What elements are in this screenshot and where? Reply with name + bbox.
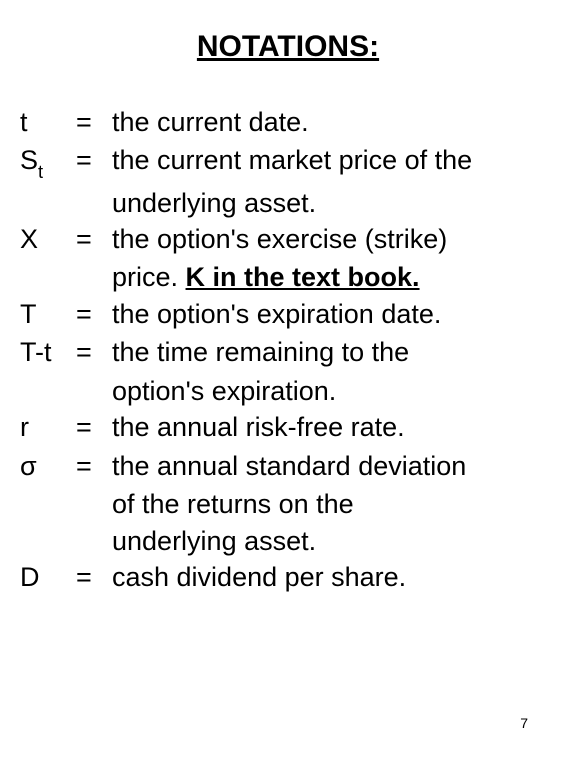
emphasis-text: K in the text book. bbox=[186, 262, 420, 292]
page-number: 7 bbox=[520, 715, 528, 731]
definition-text: the option's exercise (strike) bbox=[112, 221, 556, 257]
equals: = bbox=[76, 448, 112, 484]
definition-text: the time remaining to the bbox=[112, 334, 556, 370]
symbol-sigma: σ bbox=[20, 448, 76, 484]
page-title: NOTATIONS: bbox=[20, 30, 556, 64]
symbol-t: t bbox=[20, 104, 76, 140]
equals: = bbox=[76, 142, 112, 182]
symbol-t-minus-t: T-t bbox=[20, 334, 76, 370]
definition-continuation: underlying asset. bbox=[20, 185, 556, 221]
definition-text: the option's expiration date. bbox=[112, 296, 556, 332]
symbol-d: D bbox=[20, 559, 76, 595]
definition-row: r = the annual risk-free rate. bbox=[20, 409, 556, 445]
symbol-r: r bbox=[20, 409, 76, 445]
definition-row: T-t = the time remaining to the bbox=[20, 334, 556, 370]
equals: = bbox=[76, 296, 112, 332]
definition-row: t = the current date. bbox=[20, 104, 556, 140]
symbol-x: X bbox=[20, 221, 76, 257]
definitions-list: t = the current date. St = the current m… bbox=[20, 104, 556, 595]
definition-continuation: of the returns on the bbox=[20, 486, 556, 522]
definition-continuation: option's expiration. bbox=[20, 373, 556, 409]
definition-text: the annual standard deviation bbox=[112, 448, 556, 484]
definition-row: σ = the annual standard deviation bbox=[20, 448, 556, 484]
definition-continuation: underlying asset. bbox=[20, 523, 556, 559]
definition-text: the current date. bbox=[112, 104, 556, 140]
equals: = bbox=[76, 409, 112, 445]
definition-text: cash dividend per share. bbox=[112, 559, 556, 595]
equals: = bbox=[76, 559, 112, 595]
symbol-st: St bbox=[20, 142, 76, 182]
symbol-big-t: T bbox=[20, 296, 76, 332]
equals: = bbox=[76, 104, 112, 140]
definition-row: St = the current market price of the bbox=[20, 142, 556, 182]
equals: = bbox=[76, 334, 112, 370]
definition-text: the annual risk-free rate. bbox=[112, 409, 556, 445]
definition-row: X = the option's exercise (strike) bbox=[20, 221, 556, 257]
definition-row: T = the option's expiration date. bbox=[20, 296, 556, 332]
definition-text: the current market price of the bbox=[112, 142, 556, 182]
definition-continuation: price. K in the text book. bbox=[20, 259, 556, 295]
equals: = bbox=[76, 221, 112, 257]
definition-row: D = cash dividend per share. bbox=[20, 559, 556, 595]
